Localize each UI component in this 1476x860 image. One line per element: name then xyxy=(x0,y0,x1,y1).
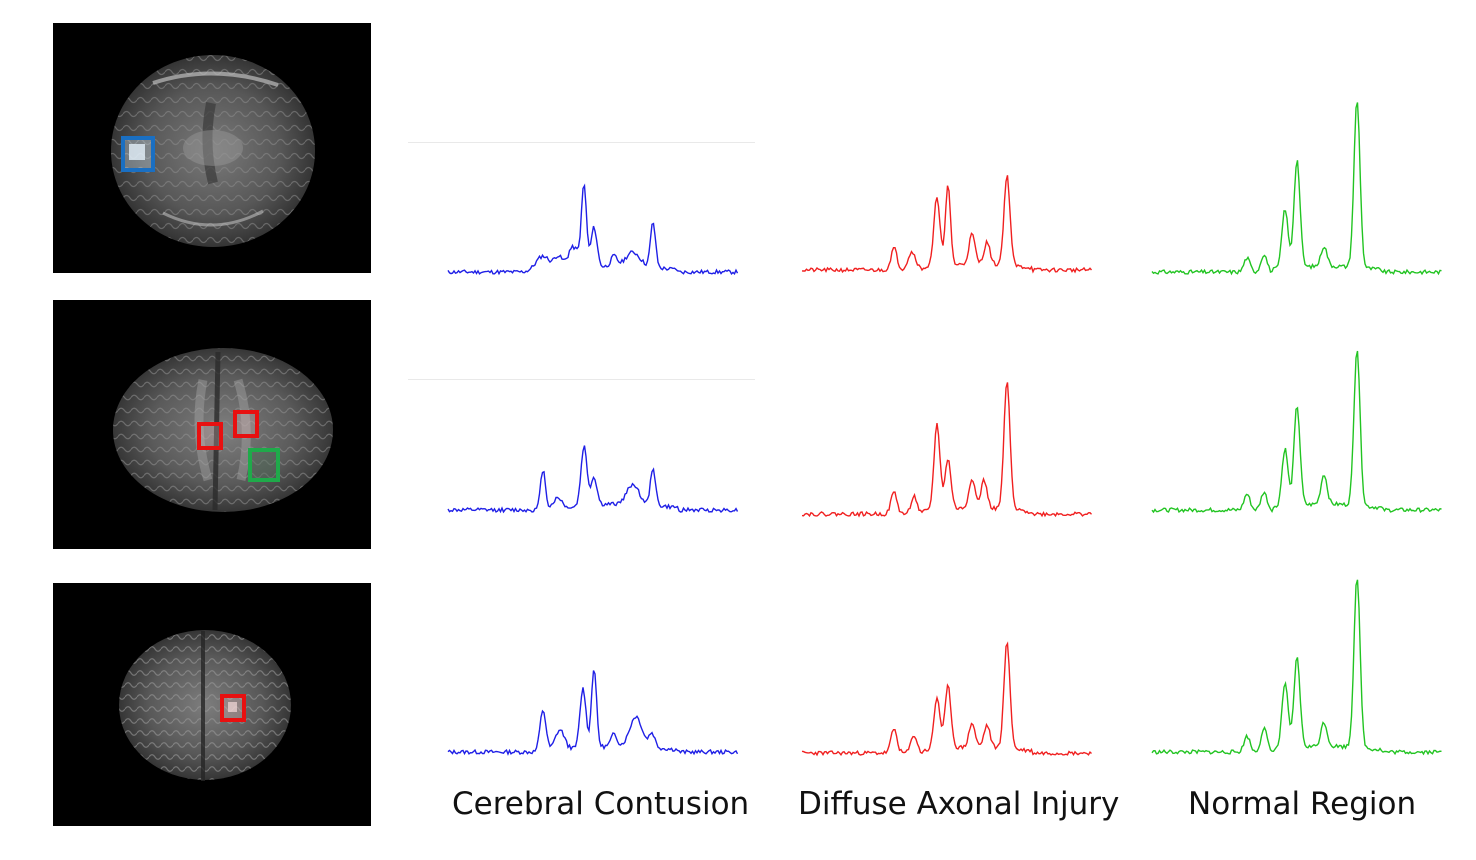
mri-scan-2 xyxy=(53,300,371,549)
spectrum-dai-3 xyxy=(800,560,1100,760)
spectrum-trace xyxy=(447,670,739,756)
mri-scan-3 xyxy=(53,583,371,826)
spectrum-dai-2 xyxy=(800,320,1100,520)
roi-box-contusion xyxy=(121,136,155,172)
spectrum-contusion-3 xyxy=(446,560,746,760)
divider-line xyxy=(408,379,755,380)
divider-line xyxy=(408,142,755,143)
column-label-contusion: Cerebral Contusion xyxy=(452,786,750,822)
column-label-normal: Normal Region xyxy=(1188,786,1417,822)
column-label-dai: Diffuse Axonal Injury xyxy=(798,786,1120,822)
spectrum-normal-3 xyxy=(1150,560,1450,760)
spectrum-trace xyxy=(1151,102,1442,276)
roi-box-dai-2 xyxy=(233,410,259,438)
spectrum-trace xyxy=(801,175,1093,274)
mri-scan-1 xyxy=(53,23,371,273)
spectrum-normal-2 xyxy=(1150,320,1450,520)
spectrum-trace xyxy=(801,641,1092,757)
spectrum-normal-1 xyxy=(1150,80,1450,280)
spectrum-trace xyxy=(447,445,739,514)
spectrum-contusion-2 xyxy=(446,320,746,520)
roi-box-normal xyxy=(248,448,280,482)
spectrum-trace xyxy=(801,382,1093,518)
spectrum-trace xyxy=(1151,579,1442,756)
spectrum-contusion-1 xyxy=(446,80,746,280)
spectrum-trace xyxy=(447,183,739,276)
spectrum-trace xyxy=(1151,350,1442,514)
roi-box-dai-1 xyxy=(197,422,223,450)
spectrum-dai-1 xyxy=(800,80,1100,280)
